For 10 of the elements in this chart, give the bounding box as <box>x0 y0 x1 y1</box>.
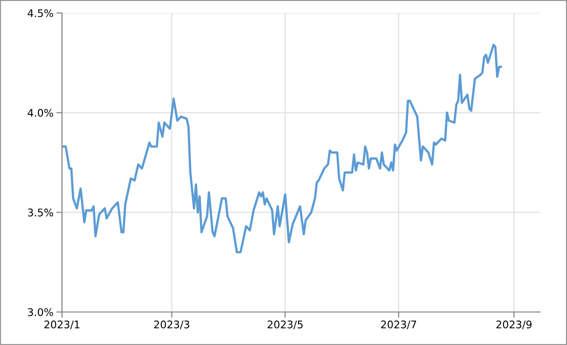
x-tick-label: 2023/1 <box>44 320 80 330</box>
y-tick-label: 4.5% <box>28 9 54 18</box>
line-series <box>62 44 502 254</box>
y-tick-label: 4.0% <box>28 108 54 117</box>
x-tick-label: 2023/5 <box>268 320 303 330</box>
y-tick-label: 3.5% <box>28 208 54 216</box>
x-tick-label: 2023/7 <box>381 320 416 330</box>
x-tick-label: 2023/9 <box>496 320 532 330</box>
x-tick-label: 2023/3 <box>154 320 190 330</box>
y-tick-label: 3.0% <box>28 308 54 316</box>
